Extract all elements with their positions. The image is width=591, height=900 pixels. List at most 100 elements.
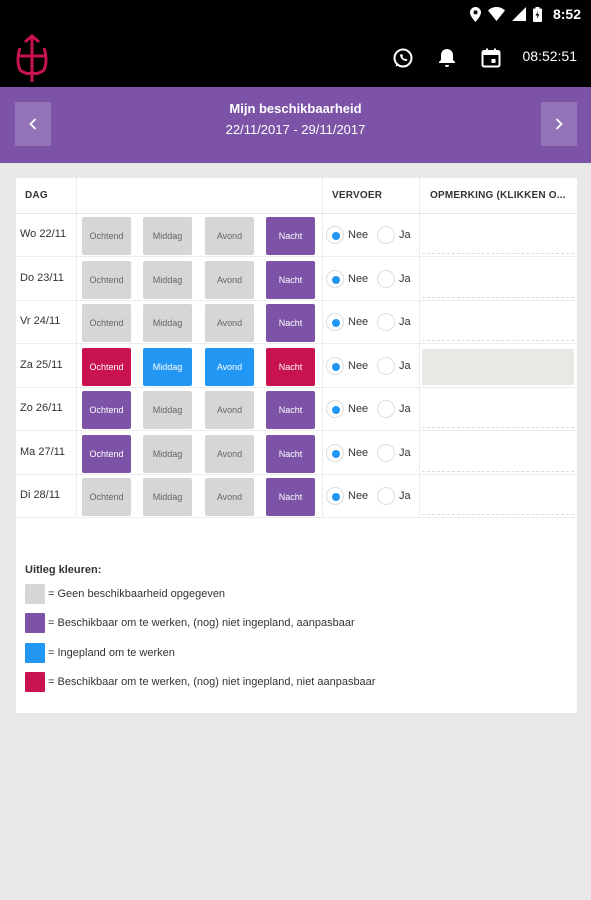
transport-yes-radio[interactable] bbox=[377, 487, 395, 505]
app-bar: 08:52:51 bbox=[0, 30, 591, 87]
legend-text: = Geen beschikbaarheid opgegeven bbox=[48, 588, 226, 600]
day-label: Do 23/11 bbox=[20, 271, 64, 284]
legend-text: = Beschikbaar om te werken, (nog) niet i… bbox=[48, 676, 376, 688]
row-divider bbox=[16, 299, 577, 301]
transport-yes-label: Ja bbox=[399, 272, 411, 285]
column-divider bbox=[419, 178, 420, 518]
transport-no-radio[interactable] bbox=[326, 443, 344, 462]
week-header: Mijn beschikbaarheid 22/11/2017 - 29/11/… bbox=[0, 87, 591, 163]
transport-no-radio[interactable] bbox=[326, 269, 344, 288]
slot-morning-button[interactable]: Ochtend bbox=[82, 434, 131, 473]
slot-morning-button[interactable]: Ochtend bbox=[82, 478, 131, 516]
remark-field[interactable] bbox=[422, 305, 574, 341]
transport-yes-radio[interactable] bbox=[377, 400, 395, 418]
slot-afternoon-button[interactable]: Middag bbox=[143, 391, 192, 429]
table-row: Wo 22/11 Ochtend Middag Avond Nacht Nee Ja bbox=[16, 214, 577, 257]
transport-yes-label: Ja bbox=[399, 490, 411, 502]
app-logo bbox=[16, 34, 48, 82]
remark-field[interactable] bbox=[422, 479, 574, 515]
header-day: DAG bbox=[25, 190, 48, 201]
remark-field[interactable] bbox=[422, 218, 574, 254]
transport-no-label: Nee bbox=[348, 446, 369, 459]
remark-field[interactable] bbox=[422, 262, 574, 298]
day-label: Wo 22/11 bbox=[20, 228, 67, 240]
transport-yes-label: Ja bbox=[399, 446, 411, 459]
slot-morning-button[interactable]: Ochtend bbox=[82, 347, 131, 386]
transport-no-radio[interactable] bbox=[326, 313, 344, 331]
day-label: Ma 27/11 bbox=[20, 445, 66, 458]
day-label: Za 25/11 bbox=[20, 358, 63, 371]
slot-night-button[interactable]: Nacht bbox=[266, 217, 315, 255]
slot-evening-button[interactable]: Avond bbox=[205, 434, 254, 473]
slot-night-button[interactable]: Nacht bbox=[266, 260, 315, 299]
slot-afternoon-button[interactable]: Middag bbox=[143, 260, 192, 299]
legend-text: = Beschikbaar om te werken, (nog) niet i… bbox=[48, 617, 355, 629]
column-divider bbox=[322, 178, 323, 518]
row-divider bbox=[16, 517, 577, 518]
transport-yes-radio[interactable] bbox=[377, 443, 395, 462]
slot-night-button[interactable]: Nacht bbox=[266, 304, 315, 342]
status-bar: 8:52 bbox=[0, 0, 591, 30]
transport-yes-label: Ja bbox=[399, 229, 411, 241]
transport-yes-label: Ja bbox=[399, 403, 411, 415]
signal-icon bbox=[511, 7, 526, 21]
slot-afternoon-button[interactable]: Middag bbox=[143, 434, 192, 473]
slot-afternoon-button[interactable]: Middag bbox=[143, 478, 192, 516]
slot-afternoon-button[interactable]: Middag bbox=[143, 304, 192, 342]
transport-yes-radio[interactable] bbox=[377, 356, 395, 375]
slot-evening-button[interactable]: Avond bbox=[205, 304, 254, 342]
slot-afternoon-button[interactable]: Middag bbox=[143, 347, 192, 386]
transport-no-radio[interactable] bbox=[326, 400, 344, 418]
transport-no-label: Nee bbox=[348, 229, 369, 241]
calendar-icon[interactable] bbox=[479, 46, 503, 70]
status-time: 8:52 bbox=[552, 6, 581, 22]
slot-evening-button[interactable]: Avond bbox=[205, 260, 254, 299]
remark-field[interactable] bbox=[422, 348, 574, 385]
transport-no-label: Nee bbox=[348, 490, 369, 502]
slot-night-button[interactable]: Nacht bbox=[266, 434, 315, 473]
prev-week-button[interactable] bbox=[15, 102, 51, 146]
legend-swatch bbox=[25, 584, 45, 604]
transport-no-radio[interactable] bbox=[326, 356, 344, 375]
slot-night-button[interactable]: Nacht bbox=[266, 391, 315, 429]
slot-night-button[interactable]: Nacht bbox=[266, 347, 315, 386]
legend-title: Uitleg kleuren: bbox=[25, 564, 102, 576]
slot-night-button[interactable]: Nacht bbox=[266, 478, 315, 516]
transport-yes-radio[interactable] bbox=[377, 313, 395, 331]
day-label: Vr 24/11 bbox=[20, 315, 61, 327]
table-row: Zo 26/11 Ochtend Middag Avond Nacht Nee Ja bbox=[16, 388, 577, 431]
transport-no-radio[interactable] bbox=[326, 487, 344, 505]
remark-field[interactable] bbox=[422, 436, 574, 472]
table-row: Di 28/11 Ochtend Middag Avond Nacht Nee Ja bbox=[16, 475, 577, 518]
remark-field[interactable] bbox=[422, 392, 574, 428]
transport-yes-radio[interactable] bbox=[377, 269, 395, 288]
location-icon bbox=[469, 6, 481, 22]
header-clock: 08:52:51 bbox=[522, 48, 578, 64]
row-divider bbox=[16, 430, 577, 431]
legend-item: = Beschikbaar om te werken, (nog) niet i… bbox=[25, 672, 375, 692]
bell-icon[interactable] bbox=[435, 46, 459, 70]
slot-afternoon-button[interactable]: Middag bbox=[143, 217, 192, 255]
slot-morning-button[interactable]: Ochtend bbox=[82, 260, 131, 299]
transport-yes-radio[interactable] bbox=[377, 226, 395, 244]
chevron-right-icon bbox=[555, 118, 563, 130]
slot-morning-button[interactable]: Ochtend bbox=[82, 217, 131, 255]
slot-evening-button[interactable]: Avond bbox=[205, 217, 254, 255]
transport-yes-label: Ja bbox=[399, 359, 411, 372]
slot-evening-button[interactable]: Avond bbox=[205, 478, 254, 516]
day-label: Zo 26/11 bbox=[20, 402, 63, 414]
next-week-button[interactable] bbox=[541, 102, 577, 146]
slot-morning-button[interactable]: Ochtend bbox=[82, 391, 131, 429]
transport-no-label: Nee bbox=[348, 359, 369, 372]
row-divider bbox=[16, 386, 577, 388]
transport-yes-label: Ja bbox=[399, 316, 411, 328]
whatsapp-icon[interactable] bbox=[391, 46, 415, 70]
legend-item: = Geen beschikbaarheid opgegeven bbox=[25, 584, 225, 604]
day-label: Di 28/11 bbox=[20, 489, 61, 501]
slot-evening-button[interactable]: Avond bbox=[205, 391, 254, 429]
table-row: Ma 27/11 Ochtend Middag Avond Nacht Nee Ja bbox=[16, 432, 577, 475]
slot-evening-button[interactable]: Avond bbox=[205, 347, 254, 386]
slot-morning-button[interactable]: Ochtend bbox=[82, 304, 131, 342]
transport-no-label: Nee bbox=[348, 272, 369, 285]
transport-no-radio[interactable] bbox=[326, 226, 344, 244]
